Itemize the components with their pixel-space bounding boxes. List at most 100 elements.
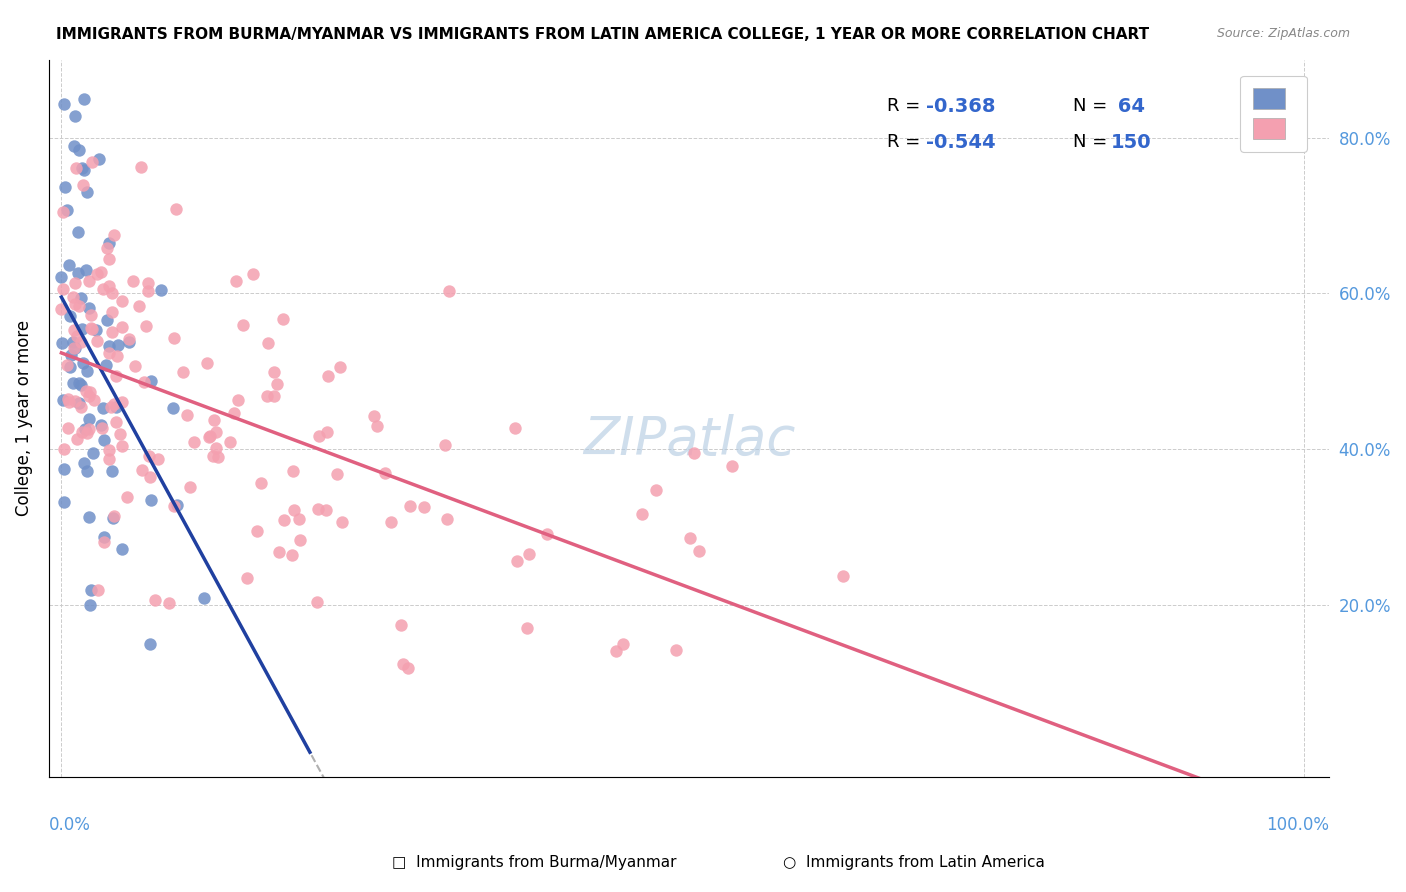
- Point: [105, 349, 128, 363]
- Point: [52, 282, 75, 296]
- Point: [132, 375, 155, 389]
- Point: [51, 336, 73, 351]
- Point: [77, 301, 100, 315]
- Text: -0.368: -0.368: [925, 96, 995, 116]
- Point: [79, 321, 101, 335]
- Point: [157, 596, 180, 610]
- Point: [129, 160, 152, 174]
- Point: [93, 535, 115, 549]
- Point: [76, 185, 98, 199]
- Point: [326, 467, 349, 481]
- Point: [97, 346, 120, 360]
- Point: [172, 365, 194, 379]
- Point: [97, 339, 120, 353]
- Text: IMMIGRANTS FROM BURMA/MYANMAR VS IMMIGRANTS FROM LATIN AMERICA COLLEGE, 1 YEAR O: IMMIGRANTS FROM BURMA/MYANMAR VS IMMIGRA…: [56, 27, 1149, 42]
- Point: [58, 395, 80, 409]
- Point: [163, 331, 186, 345]
- Point: [100, 464, 122, 478]
- Point: [90, 417, 112, 432]
- Point: [246, 524, 269, 538]
- Point: [281, 549, 304, 563]
- Point: [105, 415, 128, 429]
- Point: [107, 338, 129, 352]
- Point: [136, 276, 159, 290]
- Point: [111, 319, 134, 334]
- Point: [143, 592, 166, 607]
- Point: [179, 480, 201, 494]
- Point: [75, 263, 97, 277]
- Point: [111, 541, 134, 556]
- Point: [183, 435, 205, 450]
- Point: [207, 450, 229, 464]
- Point: [162, 401, 184, 415]
- Point: [52, 204, 75, 219]
- Point: [630, 507, 652, 521]
- Point: [73, 162, 96, 177]
- Point: [58, 259, 80, 273]
- Point: [66, 329, 89, 343]
- Point: [94, 359, 117, 373]
- Point: [72, 425, 94, 439]
- Text: R =: R =: [887, 97, 927, 115]
- Point: [86, 267, 108, 281]
- Point: [97, 252, 120, 266]
- Point: [60, 349, 83, 363]
- Point: [76, 426, 98, 441]
- Point: [108, 426, 131, 441]
- Point: [307, 501, 329, 516]
- Point: [271, 312, 294, 326]
- Point: [398, 500, 420, 514]
- Point: [232, 318, 254, 333]
- Point: [139, 470, 162, 484]
- Point: [82, 446, 104, 460]
- Point: [249, 476, 271, 491]
- Point: [316, 368, 339, 383]
- Point: [63, 323, 86, 337]
- Point: [77, 510, 100, 524]
- Point: [87, 153, 110, 167]
- Point: [93, 530, 115, 544]
- Point: [118, 334, 141, 349]
- Point: [198, 429, 221, 443]
- Point: [66, 225, 89, 239]
- Point: [53, 494, 76, 508]
- Point: [117, 490, 139, 504]
- Point: [65, 341, 87, 355]
- Point: [52, 442, 75, 456]
- Point: [77, 422, 100, 436]
- Point: [150, 283, 173, 297]
- Point: [51, 269, 73, 284]
- Point: [111, 395, 134, 409]
- Point: [721, 458, 744, 473]
- Point: [59, 359, 82, 374]
- Point: [122, 275, 145, 289]
- Point: [62, 376, 84, 390]
- Point: [103, 228, 125, 243]
- Point: [98, 278, 121, 293]
- Point: [219, 434, 242, 449]
- Point: [436, 512, 458, 526]
- Point: [263, 389, 285, 403]
- Point: [73, 422, 96, 436]
- Point: [242, 268, 264, 282]
- Point: [62, 290, 84, 304]
- Point: [104, 369, 127, 384]
- Point: [366, 418, 388, 433]
- Point: [135, 318, 157, 333]
- Point: [79, 598, 101, 612]
- Point: [72, 178, 94, 192]
- Point: [53, 96, 76, 111]
- Point: [75, 384, 97, 398]
- Point: [98, 236, 121, 251]
- Point: [77, 411, 100, 425]
- Point: [516, 621, 538, 635]
- Point: [118, 332, 141, 346]
- Point: [536, 527, 558, 541]
- Text: R =: R =: [887, 133, 927, 151]
- Text: ○  Immigrants from Latin America: ○ Immigrants from Latin America: [783, 855, 1045, 870]
- Point: [53, 180, 76, 194]
- Point: [138, 284, 160, 298]
- Point: [103, 509, 125, 524]
- Point: [51, 302, 73, 317]
- Point: [84, 323, 107, 337]
